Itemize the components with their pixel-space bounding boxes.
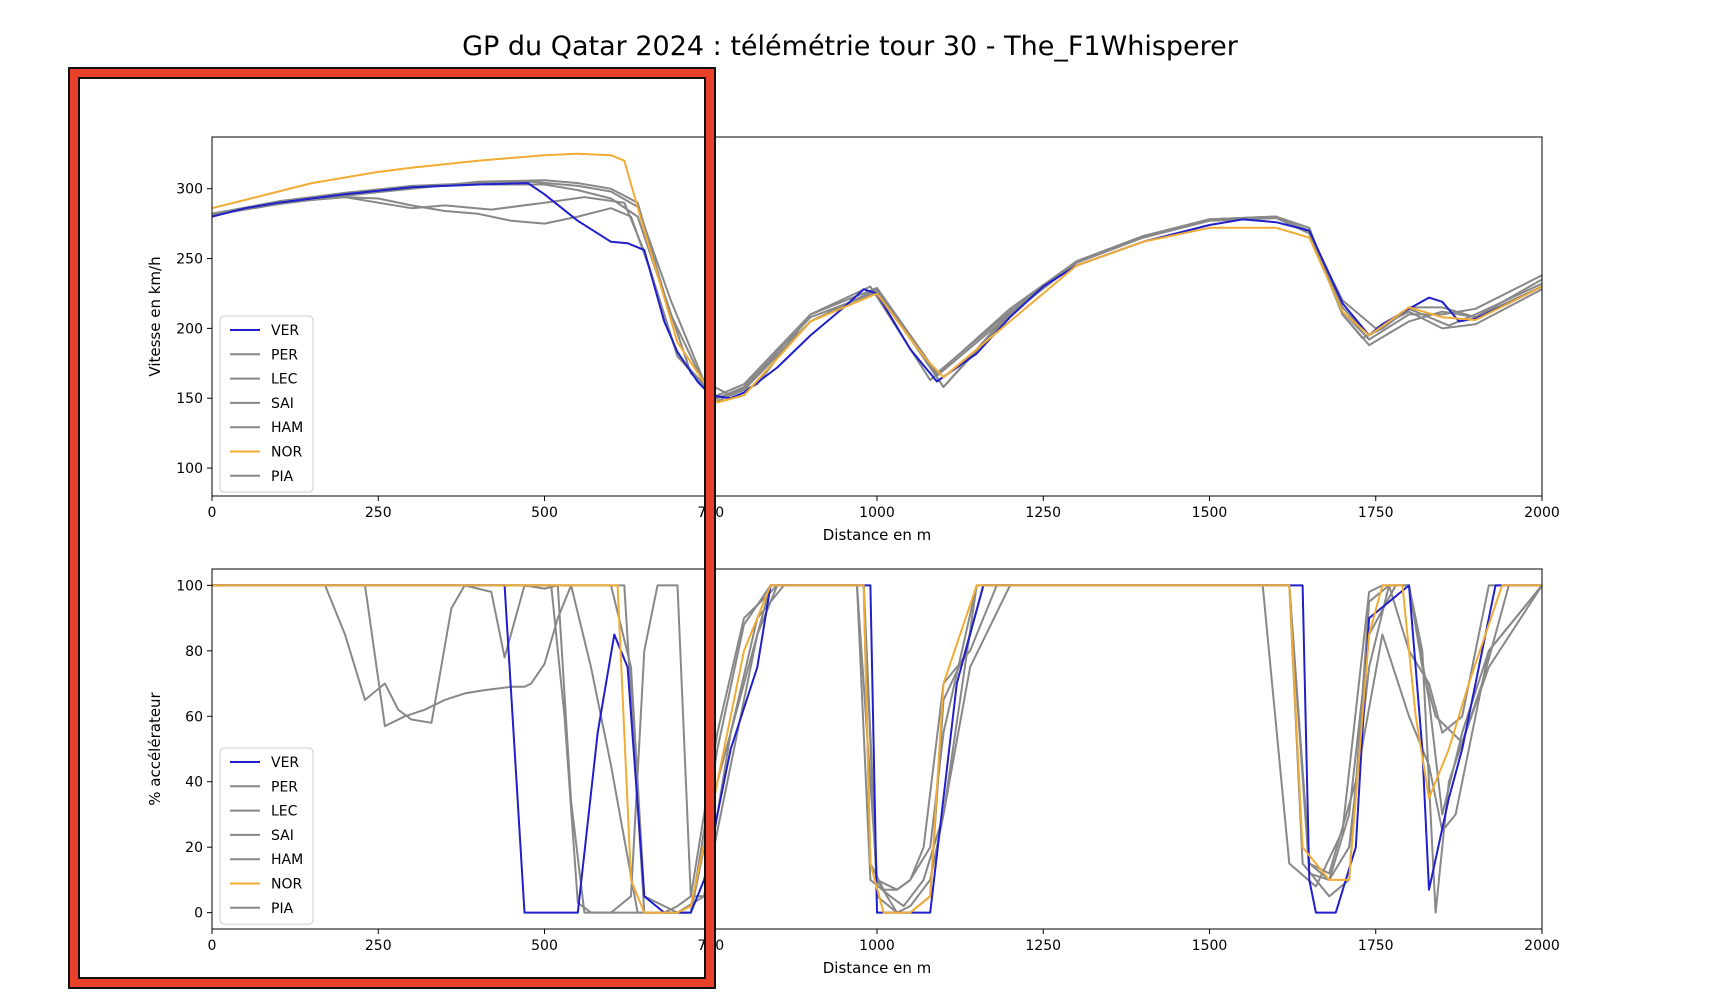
- y-tick-label: 40: [185, 775, 203, 791]
- x-axis-label: Distance en m: [823, 959, 931, 977]
- x-tick-label: 1250: [1025, 505, 1061, 521]
- highlight-inner-border: [78, 77, 706, 979]
- x-axis-label: Distance en m: [823, 526, 931, 544]
- x-tick-label: 250: [365, 938, 392, 954]
- legend-label-sai: SAI: [271, 396, 294, 412]
- x-tick-label: 1250: [1025, 938, 1061, 954]
- axes-frame: [211, 136, 1543, 497]
- legend-box: [219, 315, 314, 493]
- y-tick-label: 300: [176, 182, 203, 198]
- highlight-red-frame: [70, 69, 714, 987]
- legend-label-ham: HAM: [271, 852, 303, 868]
- x-tick-label: 0: [208, 938, 217, 954]
- x-tick-label: 250: [365, 505, 392, 521]
- x-tick-label: 1500: [1192, 505, 1228, 521]
- legend-label-lec: LEC: [271, 804, 298, 820]
- x-tick-label: 500: [531, 505, 558, 521]
- chart-title: GP du Qatar 2024 : télémétrie tour 30 - …: [462, 31, 1239, 62]
- legend-label-per: PER: [271, 347, 298, 363]
- legend-label-ver: VER: [271, 323, 299, 339]
- x-tick-label: 500: [531, 938, 558, 954]
- speed-plot: 0 250 500 750 1000 1250 1500 1750 20001001502002…: [146, 136, 1560, 544]
- x-tick-label: 1750: [1358, 505, 1394, 521]
- legend-label-ver: VER: [271, 755, 299, 771]
- y-tick-label: 60: [185, 709, 203, 725]
- y-tick-label: 100: [176, 461, 203, 477]
- x-tick-label: 1750: [1358, 938, 1394, 954]
- plot-lines: [212, 584, 1542, 914]
- x-tick-label: 1000: [859, 938, 895, 954]
- y-tick-label: 80: [185, 644, 203, 660]
- legend-label-sai: SAI: [271, 828, 294, 844]
- y-axis-label: Vitesse en km/h: [146, 256, 164, 376]
- x-tick-label: 2000: [1524, 505, 1560, 521]
- series-line-nor: [212, 152, 1542, 404]
- x-tick-label: 2000: [1524, 938, 1560, 954]
- y-tick-label: 250: [176, 252, 203, 268]
- series-line-ver: [212, 182, 1542, 400]
- highlight-box: [68, 67, 716, 989]
- legend-label-pia: PIA: [271, 469, 294, 485]
- plot-lines: [212, 152, 1542, 404]
- y-tick-label: 20: [185, 840, 203, 856]
- x-tick-label: 1000: [859, 505, 895, 521]
- y-tick-label: 150: [176, 391, 203, 407]
- legend-box: [219, 747, 314, 925]
- x-tick-label: 0: [208, 505, 217, 521]
- legend-label-ham: HAM: [271, 420, 303, 436]
- legend-label-lec: LEC: [271, 372, 298, 388]
- highlight-outer-border: [68, 67, 716, 989]
- legend-label-nor: NOR: [271, 445, 302, 461]
- y-tick-label: 100: [176, 578, 203, 594]
- legend-label-pia: PIA: [271, 901, 294, 917]
- series-line-ver: [212, 584, 1542, 914]
- y-tick-label: 200: [176, 321, 203, 337]
- legend-label-nor: NOR: [271, 877, 302, 893]
- y-tick-label: 0: [194, 906, 203, 922]
- y-axis-label: % accélérateur: [146, 691, 164, 805]
- series-line-nor: [212, 584, 1542, 914]
- legend: VER PER LEC SAI HAM NOR PIA: [219, 747, 314, 925]
- series-line-ham: [212, 196, 1542, 402]
- x-tick-label: 1500: [1192, 938, 1228, 954]
- throttle-plot: 0 250 500 750 1000 1250 1500 1750 20000204060801…: [146, 568, 1560, 977]
- legend: VER PER LEC SAI HAM NOR PIA: [219, 315, 314, 493]
- legend-label-per: PER: [271, 779, 298, 795]
- series-line-sai: [212, 584, 1542, 914]
